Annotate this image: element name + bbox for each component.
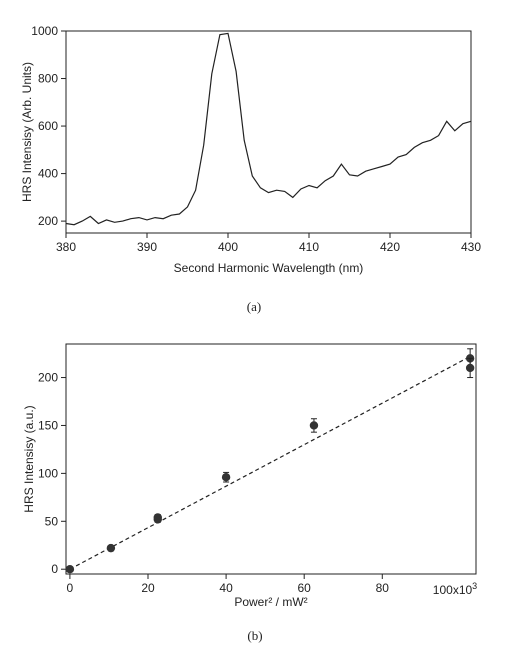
panel-a-y-axis-label: HRS Intensisy (Arb. Units) — [20, 62, 34, 202]
panel-a-x-tick-label: 380 — [56, 240, 76, 254]
panel-a-plot-frame — [65, 30, 472, 234]
panel-b-x-tick-label: 0 — [67, 581, 74, 595]
panel-a-y-tick-label: 400 — [38, 167, 58, 181]
panel-a-caption: (a) — [247, 299, 261, 314]
panel-b-x-multiplier: 100x103 — [433, 581, 477, 597]
panel-b-y-tick-label: 200 — [38, 371, 58, 385]
panel-b-x-tick-label: 80 — [376, 581, 390, 595]
panel-b-y-tick-label: 100 — [38, 466, 58, 480]
panel-b-x-tick-label: 60 — [298, 581, 312, 595]
panel-b-y-axis-label: HRS Intensisy (a.u.) — [22, 405, 36, 512]
panel-a-y-tick-label: 800 — [38, 72, 58, 86]
panel-b-data-point — [309, 421, 319, 430]
panel-b-plot-frame — [65, 343, 477, 575]
panel-a-x-tick-label: 410 — [299, 240, 319, 254]
panel-a-spectrum: 380 390 400 410 420 430 200 400 600 800 1000 Secon… — [20, 24, 481, 314]
panel-a-x-tick-label: 400 — [218, 240, 238, 254]
panel-b-data-point — [65, 565, 75, 574]
panel-b-data-point — [106, 543, 116, 553]
panel-b-caption: (b) — [247, 628, 262, 643]
panel-a-x-axis-label: Second Harmonic Wavelength (nm) — [174, 261, 364, 275]
panel-b-power-dependence: 0 20 40 60 80 0 50 100 150 200 100x103 Power² / m… — [22, 343, 477, 643]
panel-a-ticks: 380 390 400 410 420 430 200 400 600 800 1000 — [31, 24, 481, 254]
panel-a-y-tick-label: 200 — [38, 214, 58, 228]
panel-b-y-tick-label: 50 — [45, 514, 59, 528]
panel-b-data-point — [153, 513, 162, 522]
panel-b-x-tick-label: 20 — [141, 581, 155, 595]
panel-a-y-tick-label: 600 — [38, 119, 58, 133]
panel-b-data-point — [465, 363, 475, 373]
panel-a-x-tick-label: 390 — [137, 240, 157, 254]
panel-b-x-tick-label: 40 — [219, 581, 233, 595]
panel-b-y-tick-label: 150 — [38, 418, 58, 432]
panel-b-fit-line — [69, 355, 471, 570]
panel-a-y-tick-label: 1000 — [31, 24, 58, 38]
panel-b-x-axis-label: Power² / mW² — [234, 595, 307, 609]
panel-a-x-tick-label: 420 — [380, 240, 400, 254]
panel-a-x-tick-label: 430 — [461, 240, 481, 254]
panel-b-data-points — [65, 348, 475, 574]
panel-b-y-tick-label: 0 — [51, 562, 58, 576]
panel-b-ticks: 0 20 40 60 80 0 50 100 150 200 — [38, 371, 389, 595]
panel-a-spectrum-line — [65, 32, 472, 226]
panel-b-data-point — [221, 473, 231, 482]
